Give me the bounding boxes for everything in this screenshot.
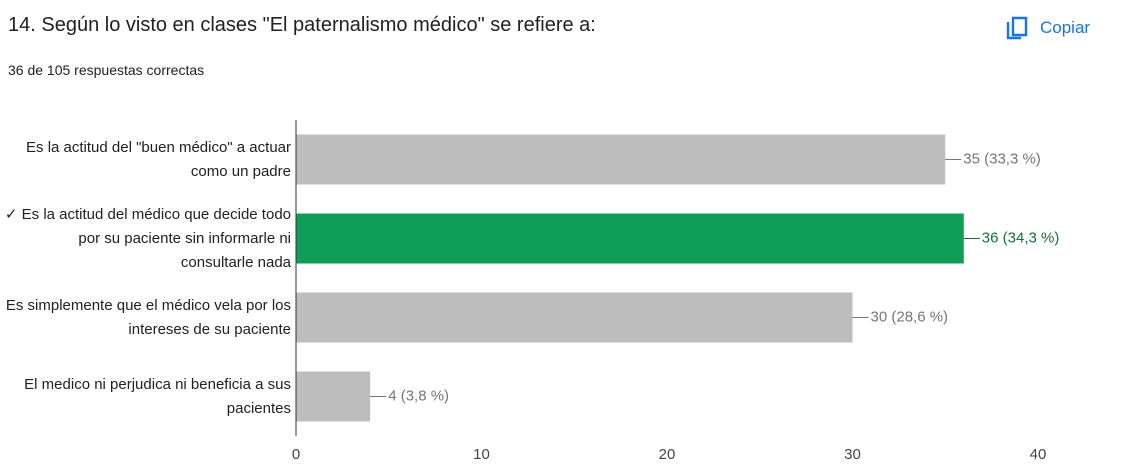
- category-label: ✓ Es la actitud del médico que decide to…: [4, 205, 291, 271]
- x-tick-label: 10: [473, 446, 490, 463]
- bar: [296, 371, 371, 422]
- bar: [296, 213, 964, 264]
- x-tick-label: 30: [844, 446, 861, 463]
- copy-icon: [1006, 16, 1028, 40]
- bar: [296, 292, 853, 343]
- category-label: Es simplemente que el médico vela por lo…: [5, 296, 291, 338]
- subtitle: 36 de 105 respuestas correctas: [8, 62, 205, 78]
- copy-label[interactable]: Copiar: [1040, 18, 1091, 37]
- copy-button[interactable]: Copiar: [1006, 12, 1090, 44]
- value-label: 36 (34,3 %): [982, 229, 1060, 246]
- x-tick-label: 20: [659, 446, 676, 463]
- value-label: 35 (33,3 %): [963, 150, 1041, 167]
- bar: [296, 134, 946, 185]
- category-label: Es la actitud del "buen médico" a actuar…: [26, 138, 291, 180]
- value-label: 30 (28,6 %): [871, 308, 949, 325]
- value-label: 4 (3,8 %): [388, 387, 449, 404]
- category-label: El medico ni perjudica ni beneficia a su…: [24, 375, 291, 417]
- x-tick-label: 0: [292, 446, 300, 463]
- x-tick-label: 40: [1030, 446, 1047, 463]
- question-title: 14. Según lo visto en clases "El paterna…: [8, 14, 596, 36]
